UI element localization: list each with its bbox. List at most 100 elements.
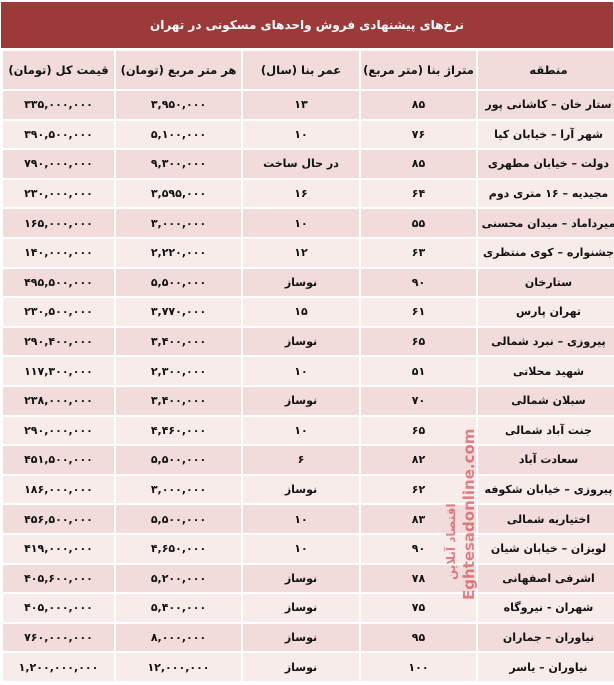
header-region: منطقه [476,49,614,91]
cell-region: شهران - نیروگاه [476,592,614,624]
cell-total: ۷۶۰,۰۰۰,۰۰۰ [1,621,116,654]
cell-area: ۵۱ [359,355,478,387]
cell-per-sqm: ۳,۰۰۰,۰۰۰ [114,473,243,506]
cell-total: ۳۳۵,۰۰۰,۰۰۰ [1,89,116,121]
cell-area: ۷۸ [359,562,478,595]
cell-age: نوساز [241,621,361,654]
cell-region: تهران پارس [476,296,614,328]
table-row: نیاوران – جماران ۹۵ نوساز ۸,۰۰۰,۰۰۰ ۷۶۰,۰۰۰,… [1,621,614,654]
cell-total: ۴۵۱,۵۰۰,۰۰۰ [1,444,116,476]
cell-area: ۶۳ [359,236,478,269]
table-row: میرداماد – میدان محسنی ۵۵ ۱۰ ۳,۰۰۰,۰۰۰ ۱۶۵,۰… [1,207,614,239]
cell-age: ۱۰ [241,207,361,239]
table-row: سبلان شمالی ۷۰ نوساز ۳,۴۰۰,۰۰۰ ۲۳۸,۰۰۰,۰۰۰ [1,384,614,417]
cell-area: ۸۵ [359,148,478,180]
cell-per-sqm: ۸,۰۰۰,۰۰۰ [114,621,243,654]
table-row: پیروزی – خیابان شکوفه ۶۲ نوساز ۳,۰۰۰,۰۰۰ ۱۸۶… [1,473,614,506]
cell-age: نوساز [241,473,361,506]
cell-area: ۸۳ [359,503,478,535]
cell-age: ۱۰ [241,118,361,151]
cell-age: ۱۳ [241,89,361,121]
cell-per-sqm: ۳,۷۷۰,۰۰۰ [114,296,243,328]
cell-region: دولت – خیابان مطهری [476,148,614,180]
cell-total: ۲۹۰,۴۰۰,۰۰۰ [1,325,116,358]
cell-per-sqm: ۳,۵۹۵,۰۰۰ [114,177,243,210]
cell-age: ۱۰ [241,532,361,565]
cell-total: ۲۳۸,۰۰۰,۰۰۰ [1,384,116,417]
table-row: اختیاریه شمالی ۸۳ ۱۰ ۵,۵۰۰,۰۰۰ ۴۵۶,۵۰۰,۰۰۰ [1,503,614,535]
cell-age: نوساز [241,562,361,595]
cell-total: ۱۱۷,۳۰۰,۰۰۰ [1,355,116,387]
table-row: اشرفی اصفهانی ۷۸ نوساز ۵,۲۰۰,۰۰۰ ۴۰۵,۶۰۰,۰۰۰ [1,562,614,595]
cell-area: ۶۵ [359,414,478,447]
cell-total: ۲۳۰,۰۰۰,۰۰۰ [1,177,116,210]
table-row: پیروزی – نبرد شمالی ۶۵ نوساز ۳,۴۰۰,۰۰۰ ۲۹۰,۴… [1,325,614,358]
housing-price-table: منطقه متراژ بنا (متر مربع) عمر بنا (سال)… [1,49,614,683]
cell-region: پیروزی – نبرد شمالی [476,325,614,358]
table-row: شهید محلاتی ۵۱ ۱۰ ۲,۳۰۰,۰۰۰ ۱۱۷,۳۰۰,۰۰۰ [1,355,614,387]
cell-per-sqm: ۱۲,۰۰۰,۰۰۰ [114,651,243,683]
header-total: قیمت کل (تومان) [1,49,116,91]
cell-total: ۴۰۵,۶۰۰,۰۰۰ [1,562,116,595]
cell-total: ۱۴۰,۰۰۰,۰۰۰ [1,236,116,269]
cell-region: جشنواره – کوی منتظری [476,236,614,269]
cell-region: اختیاریه شمالی [476,503,614,535]
cell-per-sqm: ۴,۶۵۰,۰۰۰ [114,532,243,565]
cell-region: سبلان شمالی [476,384,614,417]
table-row: ستارخان ۹۰ نوساز ۵,۵۰۰,۰۰۰ ۴۹۵,۵۰۰,۰۰۰ [1,266,614,299]
cell-total: ۱۸۶,۰۰۰,۰۰۰ [1,473,116,506]
cell-total: ۴۱۹,۰۰۰,۰۰۰ [1,532,116,565]
cell-total: ۳۹۰,۵۰۰,۰۰۰ [1,118,116,151]
cell-per-sqm: ۳,۴۰۰,۰۰۰ [114,384,243,417]
table-row: دولت – خیابان مطهری ۸۵ در حال ساخت ۹,۳۰۰,۰۰… [1,148,614,180]
cell-region: میرداماد – میدان محسنی [476,207,614,239]
cell-total: ۴۹۵,۵۰۰,۰۰۰ [1,266,116,299]
table-row: لویزان – خیابان شیان ۹۰ ۱۰ ۴,۶۵۰,۰۰۰ ۴۱۹,۰۰۰… [1,532,614,565]
cell-age: ۱۶ [241,177,361,210]
cell-per-sqm: ۵,۱۰۰,۰۰۰ [114,118,243,151]
table-row: ستار خان – کاشانی پور ۸۵ ۱۳ ۳,۹۵۰,۰۰۰ ۳۳۵,۰۰… [1,89,614,121]
cell-area: ۵۵ [359,207,478,239]
cell-per-sqm: ۳,۴۰۰,۰۰۰ [114,325,243,358]
cell-per-sqm: ۵,۲۰۰,۰۰۰ [114,562,243,595]
cell-area: ۸۵ [359,89,478,121]
header-per-sqm: هر متر مربع (تومان) [114,49,243,91]
table-row: نیاوران – یاسر ۱۰۰ نوساز ۱۲,۰۰۰,۰۰۰ ۱,۲۰۰,۰۰… [1,651,614,683]
cell-area: ۷۵ [359,592,478,624]
cell-area: ۶۴ [359,177,478,210]
cell-age: نوساز [241,651,361,683]
cell-area: ۹۰ [359,532,478,565]
cell-age: در حال ساخت [241,148,361,180]
table-row: سعادت آباد ۸۲ ۶ ۵,۵۰۰,۰۰۰ ۴۵۱,۵۰۰,۰۰۰ [1,444,614,476]
table-row: تهران پارس ۶۱ ۱۵ ۳,۷۷۰,۰۰۰ ۲۳۰,۵۰۰,۰۰۰ [1,296,614,328]
cell-region: شهر آرا – خیابان کیا [476,118,614,151]
cell-region: مجیدیه – ۱۶ متری دوم [476,177,614,210]
cell-area: ۷۶ [359,118,478,151]
cell-age: نوساز [241,592,361,624]
cell-region: جنت آباد شمالی [476,414,614,447]
header-row: منطقه متراژ بنا (متر مربع) عمر بنا (سال)… [1,49,614,91]
cell-total: ۲۹۰,۰۰۰,۰۰۰ [1,414,116,447]
cell-age: نوساز [241,325,361,358]
cell-age: نوساز [241,266,361,299]
cell-age: ۱۰ [241,414,361,447]
cell-total: ۱,۲۰۰,۰۰۰,۰۰۰ [1,651,116,683]
header-age: عمر بنا (سال) [241,49,361,91]
cell-age: ۱۰ [241,503,361,535]
cell-region: اشرفی اصفهانی [476,562,614,595]
cell-per-sqm: ۲,۲۲۰,۰۰۰ [114,236,243,269]
cell-total: ۷۹۰,۰۰۰,۰۰۰ [1,148,116,180]
cell-per-sqm: ۹,۳۰۰,۰۰۰ [114,148,243,180]
table-row: شهران - نیروگاه ۷۵ نوساز ۵,۴۰۰,۰۰۰ ۴۰۵,۰۰۰,۰… [1,592,614,624]
cell-area: ۹۰ [359,266,478,299]
table-row: شهر آرا – خیابان کیا ۷۶ ۱۰ ۵,۱۰۰,۰۰۰ ۳۹۰,۵۰۰… [1,118,614,151]
cell-per-sqm: ۳,۹۵۰,۰۰۰ [114,89,243,121]
cell-region: ستارخان [476,266,614,299]
cell-area: ۹۵ [359,621,478,654]
table-row: جنت آباد شمالی ۶۵ ۱۰ ۴,۴۶۰,۰۰۰ ۲۹۰,۰۰۰,۰۰۰ [1,414,614,447]
cell-total: ۱۶۵,۰۰۰,۰۰۰ [1,207,116,239]
header-area: متراژ بنا (متر مربع) [359,49,478,91]
table-row: جشنواره – کوی منتظری ۶۳ ۱۲ ۲,۲۲۰,۰۰۰ ۱۴۰,۰۰۰… [1,236,614,269]
cell-region: نیاوران – جماران [476,621,614,654]
table-row: مجیدیه – ۱۶ متری دوم ۶۴ ۱۶ ۳,۵۹۵,۰۰۰ ۲۳۰,۰۰۰… [1,177,614,210]
